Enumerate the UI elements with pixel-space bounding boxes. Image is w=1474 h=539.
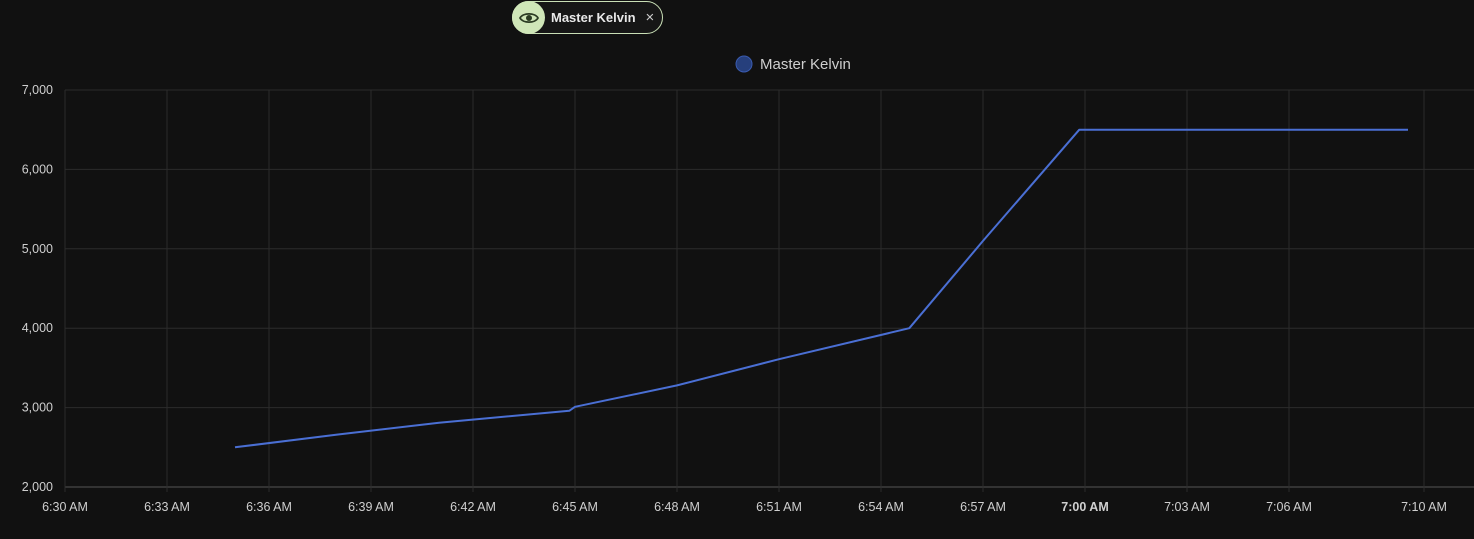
x-tick-label: 6:36 AM xyxy=(246,500,292,514)
x-tick-label: 7:06 AM xyxy=(1266,500,1312,514)
y-axis: 7,000 6,000 5,000 4,000 3,000 2,000 xyxy=(22,83,53,494)
x-tick-label: 6:48 AM xyxy=(654,500,700,514)
y-tick-label: 3,000 xyxy=(22,401,53,415)
x-tick-label: 6:39 AM xyxy=(348,500,394,514)
eye-icon[interactable] xyxy=(512,1,545,34)
y-tick-label: 4,000 xyxy=(22,321,53,335)
x-tick-label: 7:03 AM xyxy=(1164,500,1210,514)
filter-chip-label: Master Kelvin xyxy=(551,10,636,25)
legend-label: Master Kelvin xyxy=(760,56,851,73)
x-axis: 6:30 AM 6:33 AM 6:36 AM 6:39 AM 6:42 AM 6:45 … xyxy=(42,500,1447,514)
close-icon[interactable]: × xyxy=(645,9,655,26)
y-tick-label: 6,000 xyxy=(22,162,53,176)
filter-chip-master-kelvin[interactable]: Master Kelvin × xyxy=(512,1,664,34)
x-tick-label: 6:54 AM xyxy=(858,500,904,514)
x-tick-label: 6:57 AM xyxy=(960,500,1006,514)
legend-dot xyxy=(735,55,753,73)
x-tick-label: 6:51 AM xyxy=(756,500,802,514)
x-tick-label: 6:33 AM xyxy=(144,500,190,514)
y-tick-label: 2,000 xyxy=(22,480,53,494)
x-tick-label: 7:10 AM xyxy=(1401,500,1447,514)
y-tick-label: 7,000 xyxy=(22,83,53,97)
x-tick-label: 6:42 AM xyxy=(450,500,496,514)
x-tick-label: 6:45 AM xyxy=(552,500,598,514)
legend[interactable]: Master Kelvin xyxy=(735,55,851,73)
y-tick-label: 5,000 xyxy=(22,242,53,256)
x-tick-label: 7:00 AM xyxy=(1061,500,1108,514)
grid xyxy=(64,89,1474,492)
x-tick-label: 6:30 AM xyxy=(42,500,88,514)
series-line-master-kelvin xyxy=(234,128,1408,449)
